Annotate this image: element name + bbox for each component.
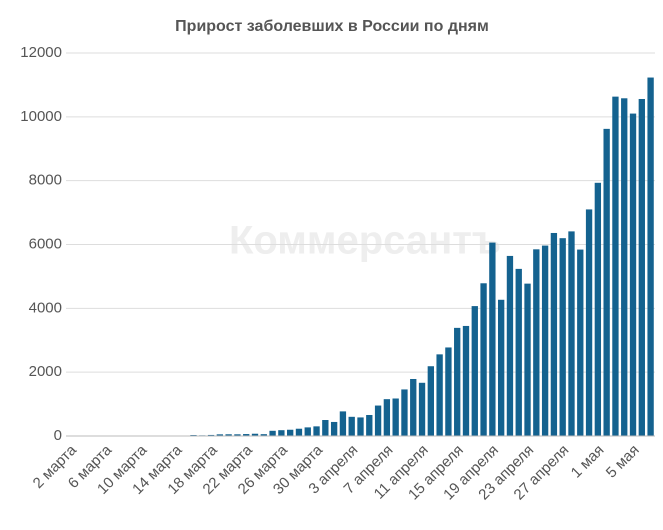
bar	[366, 414, 373, 436]
bar	[629, 113, 637, 437]
bar	[374, 405, 382, 436]
bar	[278, 430, 285, 436]
y-tick-label: 12000	[20, 44, 62, 61]
bar	[462, 325, 470, 436]
bar	[216, 434, 224, 436]
bar	[594, 182, 602, 436]
chart-title: Прирост заболевших в России по дням	[175, 18, 489, 35]
bar	[436, 354, 443, 436]
bar	[401, 389, 408, 436]
bar	[260, 434, 267, 436]
bar	[603, 128, 610, 437]
bar	[269, 430, 276, 436]
bar	[225, 434, 232, 436]
bar	[647, 77, 654, 436]
bar	[541, 245, 549, 436]
bar	[330, 421, 338, 436]
bar	[612, 96, 619, 437]
bar	[489, 242, 496, 436]
x-tick-label: 1 мая	[568, 442, 608, 482]
y-tick-label: 8000	[29, 172, 62, 189]
bar	[348, 416, 355, 436]
bar	[515, 268, 522, 436]
bar	[480, 283, 487, 436]
bar	[234, 434, 241, 436]
bar	[304, 427, 311, 436]
y-tick-label: 4000	[29, 299, 62, 316]
bar	[638, 98, 645, 436]
bar	[454, 327, 461, 436]
bar	[383, 399, 391, 436]
bar	[533, 249, 540, 436]
bar	[559, 238, 566, 436]
bar	[357, 417, 364, 436]
bar	[427, 366, 434, 436]
bar	[392, 398, 399, 436]
bar	[339, 411, 347, 436]
bar	[577, 249, 584, 436]
bar	[207, 434, 215, 436]
watermark: Коммерсантъ	[229, 219, 501, 263]
bar	[621, 98, 628, 437]
bar	[313, 426, 320, 436]
bar	[524, 283, 531, 436]
bar	[585, 209, 593, 436]
y-tick-label: 0	[54, 427, 62, 444]
bar	[295, 428, 303, 436]
bar	[243, 434, 250, 436]
y-tick-label: 6000	[29, 235, 62, 252]
bar	[445, 347, 452, 436]
bar	[418, 382, 426, 436]
bar	[410, 378, 417, 436]
x-tick-label: 5 мая	[603, 442, 643, 482]
bar	[506, 255, 514, 436]
bar	[322, 420, 329, 436]
bar	[287, 429, 294, 436]
bar	[568, 231, 575, 436]
y-tick-label: 2000	[29, 363, 62, 380]
y-tick-label: 10000	[20, 108, 62, 125]
bar	[251, 433, 259, 436]
bar	[550, 232, 558, 436]
bar	[497, 299, 505, 436]
bar	[471, 306, 478, 436]
